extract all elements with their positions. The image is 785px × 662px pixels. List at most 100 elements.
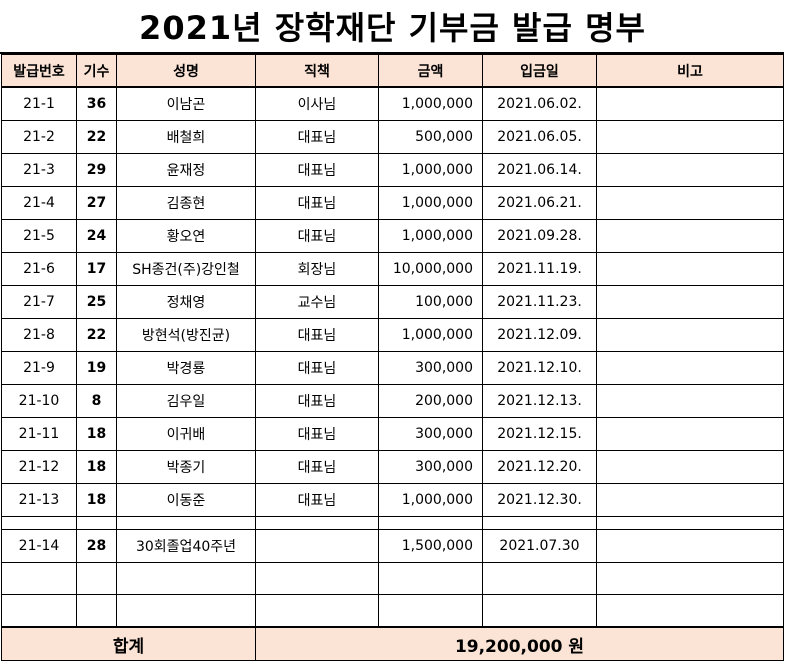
cell-empty[interactable] [596, 562, 784, 595]
cell-empty[interactable] [1, 594, 77, 628]
cell-issue-no[interactable]: 21-10 [1, 384, 77, 418]
header-name[interactable]: 성명 [116, 54, 256, 88]
cell-generation[interactable]: 25 [76, 285, 117, 319]
cell-issue-no[interactable]: 21-9 [1, 351, 77, 385]
cell-issue-no[interactable]: 21-14 [1, 529, 77, 563]
cell-empty[interactable] [116, 516, 256, 530]
cell-role[interactable]: 대표님 [255, 186, 379, 220]
cell-empty[interactable] [378, 562, 483, 595]
cell-note[interactable] [596, 318, 784, 352]
cell-note[interactable] [596, 252, 784, 286]
header-generation[interactable]: 기수 [76, 54, 117, 88]
cell-name[interactable]: 방현석(방진균) [116, 318, 256, 352]
cell-issue-no[interactable]: 21-8 [1, 318, 77, 352]
cell-amount[interactable]: 300,000 [378, 417, 483, 451]
cell-empty[interactable] [255, 594, 379, 628]
cell-empty[interactable] [116, 594, 256, 628]
cell-role[interactable]: 대표님 [255, 417, 379, 451]
cell-name[interactable]: SH종건(주)강인철 [116, 252, 256, 286]
cell-empty[interactable] [1, 562, 77, 595]
cell-generation[interactable]: 8 [76, 384, 117, 418]
cell-role[interactable]: 회장님 [255, 252, 379, 286]
header-deposit-date[interactable]: 입금일 [482, 54, 597, 88]
cell-note[interactable] [596, 417, 784, 451]
cell-role[interactable]: 이사님 [255, 86, 379, 121]
cell-deposit-date[interactable]: 2021.07.30 [482, 529, 597, 563]
cell-role[interactable]: 대표님 [255, 153, 379, 187]
cell-issue-no[interactable]: 21-11 [1, 417, 77, 451]
cell-deposit-date[interactable]: 2021.06.02. [482, 86, 597, 121]
cell-empty[interactable] [76, 562, 117, 595]
cell-empty[interactable] [482, 562, 597, 595]
cell-amount[interactable]: 100,000 [378, 285, 483, 319]
cell-generation[interactable]: 22 [76, 120, 117, 154]
cell-name[interactable]: 박종기 [116, 450, 256, 484]
cell-note[interactable] [596, 351, 784, 385]
cell-empty[interactable] [76, 516, 117, 530]
cell-note[interactable] [596, 86, 784, 121]
cell-name[interactable]: 배철희 [116, 120, 256, 154]
cell-role[interactable]: 대표님 [255, 351, 379, 385]
cell-empty[interactable] [255, 516, 379, 530]
cell-generation[interactable]: 28 [76, 529, 117, 563]
cell-generation[interactable]: 22 [76, 318, 117, 352]
cell-amount[interactable]: 200,000 [378, 384, 483, 418]
cell-empty[interactable] [1, 516, 77, 530]
cell-generation[interactable]: 24 [76, 219, 117, 253]
cell-role[interactable]: 교수님 [255, 285, 379, 319]
cell-deposit-date[interactable]: 2021.09.28. [482, 219, 597, 253]
cell-name[interactable]: 박경룡 [116, 351, 256, 385]
total-value[interactable]: 19,200,000 원 [255, 626, 784, 661]
cell-generation[interactable]: 27 [76, 186, 117, 220]
cell-deposit-date[interactable]: 2021.12.09. [482, 318, 597, 352]
cell-role[interactable]: 대표님 [255, 318, 379, 352]
cell-empty[interactable] [482, 594, 597, 628]
cell-empty[interactable] [482, 516, 597, 530]
cell-empty[interactable] [378, 516, 483, 530]
cell-issue-no[interactable]: 21-5 [1, 219, 77, 253]
total-label[interactable]: 합계 [1, 626, 256, 661]
cell-issue-no[interactable]: 21-12 [1, 450, 77, 484]
cell-note[interactable] [596, 529, 784, 563]
cell-amount[interactable]: 1,000,000 [378, 86, 483, 121]
header-issue-no[interactable]: 발급번호 [1, 54, 77, 88]
header-note[interactable]: 비고 [596, 54, 784, 88]
cell-note[interactable] [596, 450, 784, 484]
cell-generation[interactable]: 29 [76, 153, 117, 187]
cell-role[interactable]: 대표님 [255, 219, 379, 253]
cell-amount[interactable]: 1,000,000 [378, 318, 483, 352]
cell-role[interactable]: 대표님 [255, 483, 379, 517]
cell-note[interactable] [596, 153, 784, 187]
cell-deposit-date[interactable]: 2021.11.23. [482, 285, 597, 319]
cell-name[interactable]: 황오연 [116, 219, 256, 253]
cell-empty[interactable] [255, 562, 379, 595]
cell-deposit-date[interactable]: 2021.11.19. [482, 252, 597, 286]
cell-deposit-date[interactable]: 2021.06.21. [482, 186, 597, 220]
cell-generation[interactable]: 19 [76, 351, 117, 385]
cell-name[interactable]: 이남곤 [116, 86, 256, 121]
cell-note[interactable] [596, 219, 784, 253]
cell-role[interactable]: 대표님 [255, 120, 379, 154]
cell-deposit-date[interactable]: 2021.12.20. [482, 450, 597, 484]
cell-amount[interactable]: 1,000,000 [378, 186, 483, 220]
cell-amount[interactable]: 10,000,000 [378, 252, 483, 286]
cell-name[interactable]: 30회졸업40주년 [116, 529, 256, 563]
cell-issue-no[interactable]: 21-7 [1, 285, 77, 319]
cell-note[interactable] [596, 285, 784, 319]
cell-note[interactable] [596, 384, 784, 418]
cell-role[interactable]: 대표님 [255, 384, 379, 418]
cell-deposit-date[interactable]: 2021.12.13. [482, 384, 597, 418]
cell-deposit-date[interactable]: 2021.12.30. [482, 483, 597, 517]
header-role[interactable]: 직책 [255, 54, 379, 88]
cell-note[interactable] [596, 120, 784, 154]
cell-empty[interactable] [596, 516, 784, 530]
cell-name[interactable]: 정채영 [116, 285, 256, 319]
cell-empty[interactable] [116, 562, 256, 595]
cell-name[interactable]: 윤재정 [116, 153, 256, 187]
cell-role[interactable] [255, 529, 379, 563]
cell-deposit-date[interactable]: 2021.12.15. [482, 417, 597, 451]
cell-role[interactable]: 대표님 [255, 450, 379, 484]
cell-amount[interactable]: 1,500,000 [378, 529, 483, 563]
cell-empty[interactable] [76, 594, 117, 628]
cell-generation[interactable]: 18 [76, 450, 117, 484]
